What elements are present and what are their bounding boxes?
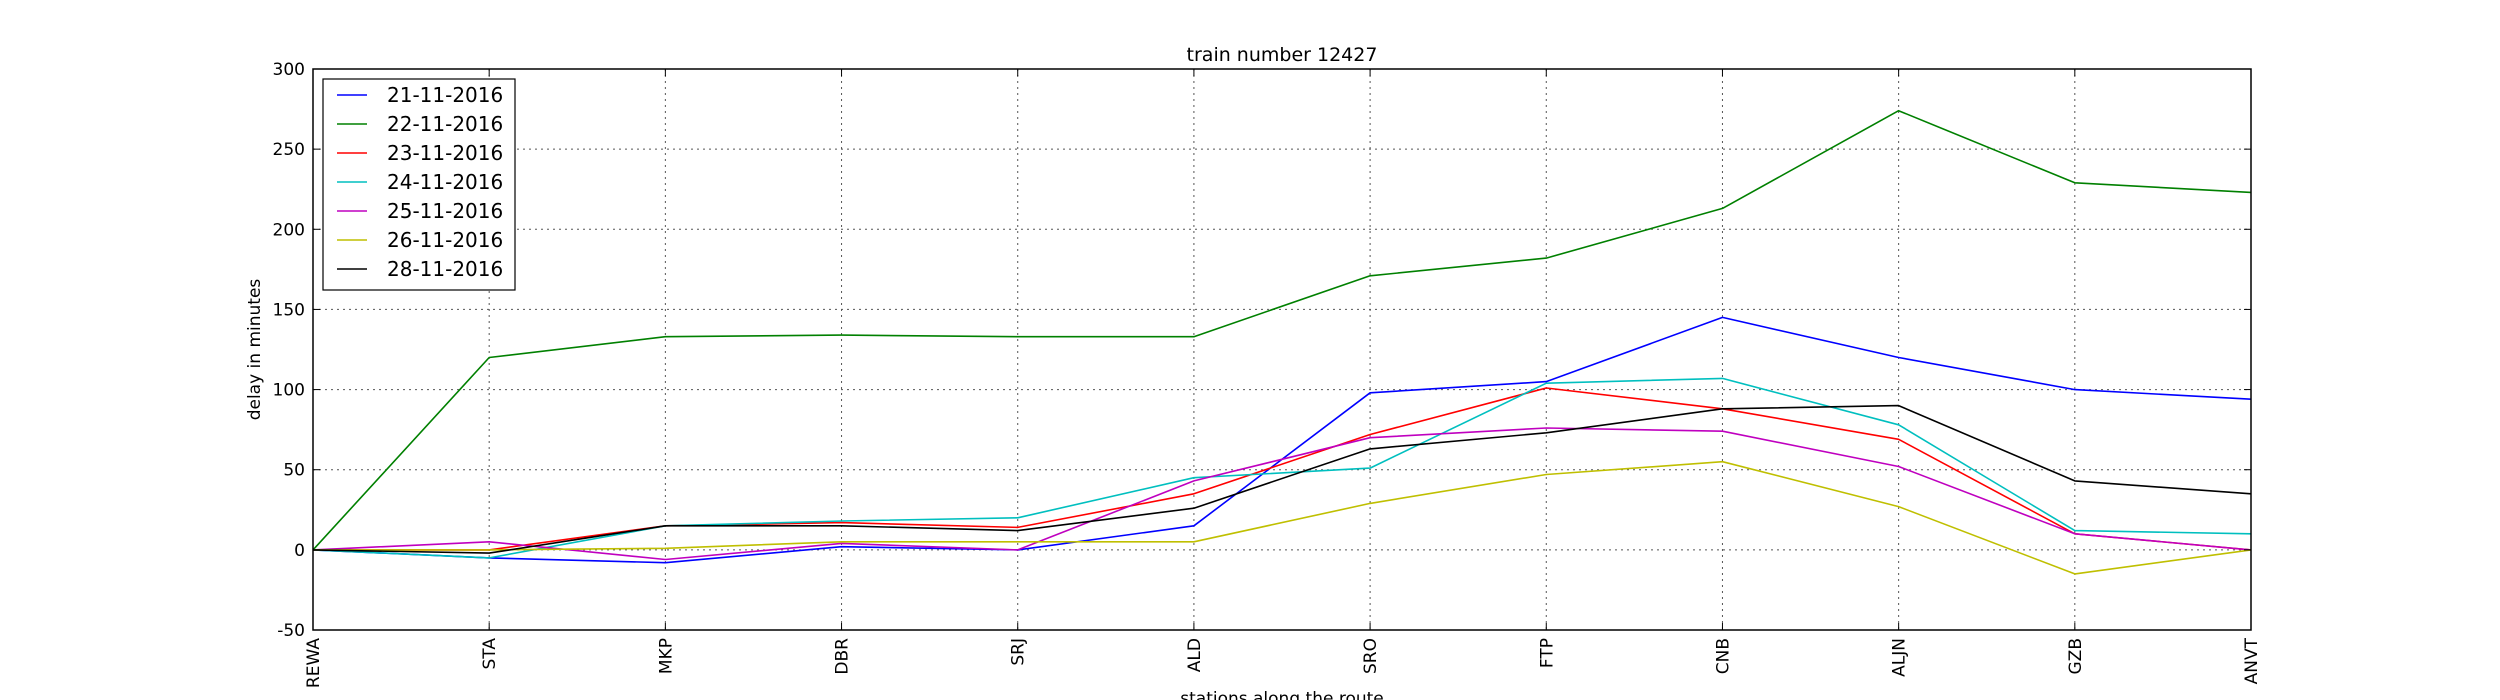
x-axis-ticks: REWA STA MKP DBR SRJ ALD SRO FTP CNB ALJN GZB ANVT [304, 69, 2262, 688]
x-tick-label: GZB [2066, 638, 2086, 674]
series-line-22-11-2016 [312, 109, 2252, 551]
legend-label: 28-11-2016 [387, 257, 503, 281]
legend-label: 21-11-2016 [387, 83, 503, 107]
y-tick-label: 100 [273, 381, 305, 401]
x-tick-label: CNB [1713, 638, 1733, 674]
series-line-23-11-2016 [313, 387, 2252, 551]
legend-label: 22-11-2016 [387, 112, 503, 136]
legend-label: 26-11-2016 [387, 228, 503, 252]
y-tick-label: 150 [273, 300, 305, 320]
x-tick-label: ANVT [2242, 637, 2262, 684]
y-tick-label: 50 [283, 461, 305, 481]
y-tick-label: 200 [273, 220, 305, 240]
series-line-28-11-2016 [312, 404, 2252, 554]
chart-title: train number 12427 [1187, 44, 1378, 66]
x-tick-label: ALD [1185, 638, 1205, 672]
x-tick-label: SRO [1361, 638, 1381, 674]
grid-lines [313, 69, 2251, 630]
y-axis-ticks: -50 0 50 100 150 200 250 300 [273, 60, 2251, 641]
y-tick-label: 300 [273, 60, 305, 80]
x-tick-label: ALJN [1890, 638, 1910, 677]
x-tick-label: REWA [304, 638, 324, 688]
y-tick-label: 250 [273, 140, 305, 160]
legend-label: 25-11-2016 [387, 199, 503, 223]
y-axis-label: delay in minutes [245, 279, 265, 421]
legend-label: 23-11-2016 [387, 141, 503, 165]
series-line-26-11-2016 [313, 460, 2252, 575]
legend-box [322, 78, 516, 291]
x-tick-label: MKP [656, 638, 676, 674]
x-tick-label: SRJ [1009, 638, 1029, 666]
series-line-21-11-2016 [312, 316, 2252, 564]
plot-frame [312, 68, 2252, 631]
x-tick-label: STA [480, 638, 500, 670]
legend-label: 24-11-2016 [387, 170, 503, 194]
x-tick-label: FTP [1537, 638, 1557, 668]
series-lines [312, 109, 2252, 575]
y-tick-label: 0 [294, 541, 305, 561]
x-axis-label: stations along the route [1180, 689, 1384, 700]
series-line-25-11-2016 [312, 427, 2252, 561]
legend: 21-11-2016 22-11-2016 23-11-2016 24-11-2016… [322, 78, 516, 291]
x-tick-label: DBR [833, 638, 853, 675]
y-tick-label: -50 [277, 621, 305, 641]
